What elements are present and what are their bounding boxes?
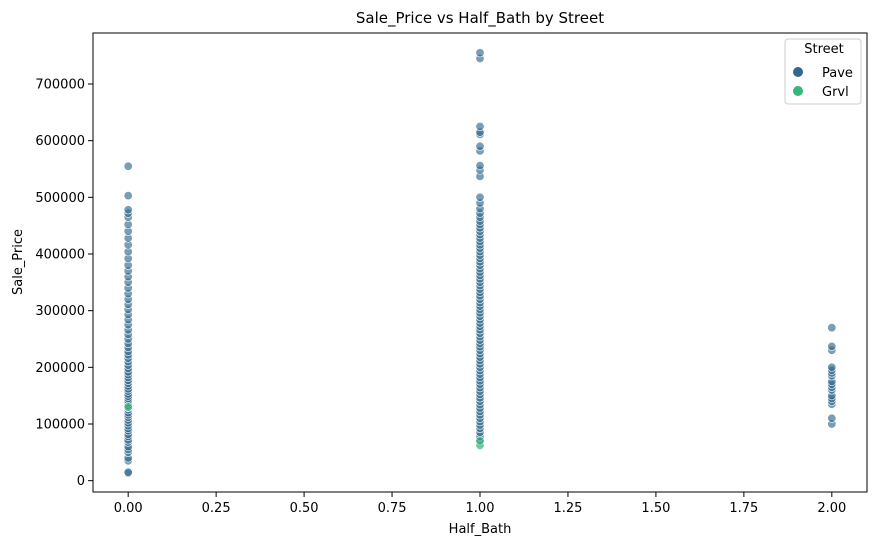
y-tick-label: 200000 <box>35 361 85 376</box>
y-tick-label: 500000 <box>35 191 85 206</box>
data-point-pave <box>123 191 133 201</box>
y-tick-label: 300000 <box>35 304 85 319</box>
x-axis-label: Half_Bath <box>449 522 512 537</box>
data-point-pave <box>475 122 485 132</box>
chart-title: Sale_Price vs Half_Bath by Street <box>356 9 604 28</box>
x-tick-label: 1.75 <box>729 501 758 516</box>
x-tick-label: 0.50 <box>290 501 319 516</box>
data-point-pave <box>475 192 485 202</box>
data-point-grvl <box>123 402 133 412</box>
legend-title: Street <box>804 42 844 57</box>
data-point-pave <box>475 48 485 58</box>
data-point-pave <box>827 362 837 372</box>
data-point-pave <box>123 205 133 215</box>
data-point-grvl <box>475 436 485 446</box>
points-layer <box>123 48 837 478</box>
legend-marker-grvl <box>793 86 803 96</box>
x-tick-label: 0.25 <box>202 501 231 516</box>
x-tick-label: 0.00 <box>114 501 143 516</box>
legend-label-grvl: Grvl <box>822 85 849 100</box>
data-point-pave <box>827 413 837 423</box>
data-point-pave <box>827 323 837 333</box>
y-tick-label: 0 <box>77 474 85 489</box>
legend-marker-pave <box>793 67 803 77</box>
y-tick-label: 100000 <box>35 418 85 433</box>
data-point-pave <box>123 161 133 171</box>
x-tick-label: 1.50 <box>641 501 670 516</box>
x-tick-label: 0.75 <box>378 501 407 516</box>
axes-layer: 0.00 0.25 0.50 0.75 1.00 1.25 1.50 1.75 2.00 0 100… <box>35 32 868 516</box>
legend-box <box>784 38 862 105</box>
x-tick-label: 1.00 <box>466 501 495 516</box>
data-point-pave <box>123 467 133 477</box>
legend-label-pave: Pave <box>822 66 853 81</box>
data-point-pave <box>475 141 485 151</box>
x-tick-label: 2.00 <box>817 501 846 516</box>
y-tick-label: 400000 <box>35 248 85 263</box>
data-point-pave <box>827 341 837 351</box>
x-tick-label: 1.25 <box>553 501 582 516</box>
y-tick-label: 700000 <box>35 78 85 93</box>
y-tick-label: 600000 <box>35 134 85 149</box>
legend: Street Pave Grvl <box>784 38 862 105</box>
y-axis-label: Sale_Price <box>11 229 26 295</box>
data-point-pave <box>475 161 485 171</box>
